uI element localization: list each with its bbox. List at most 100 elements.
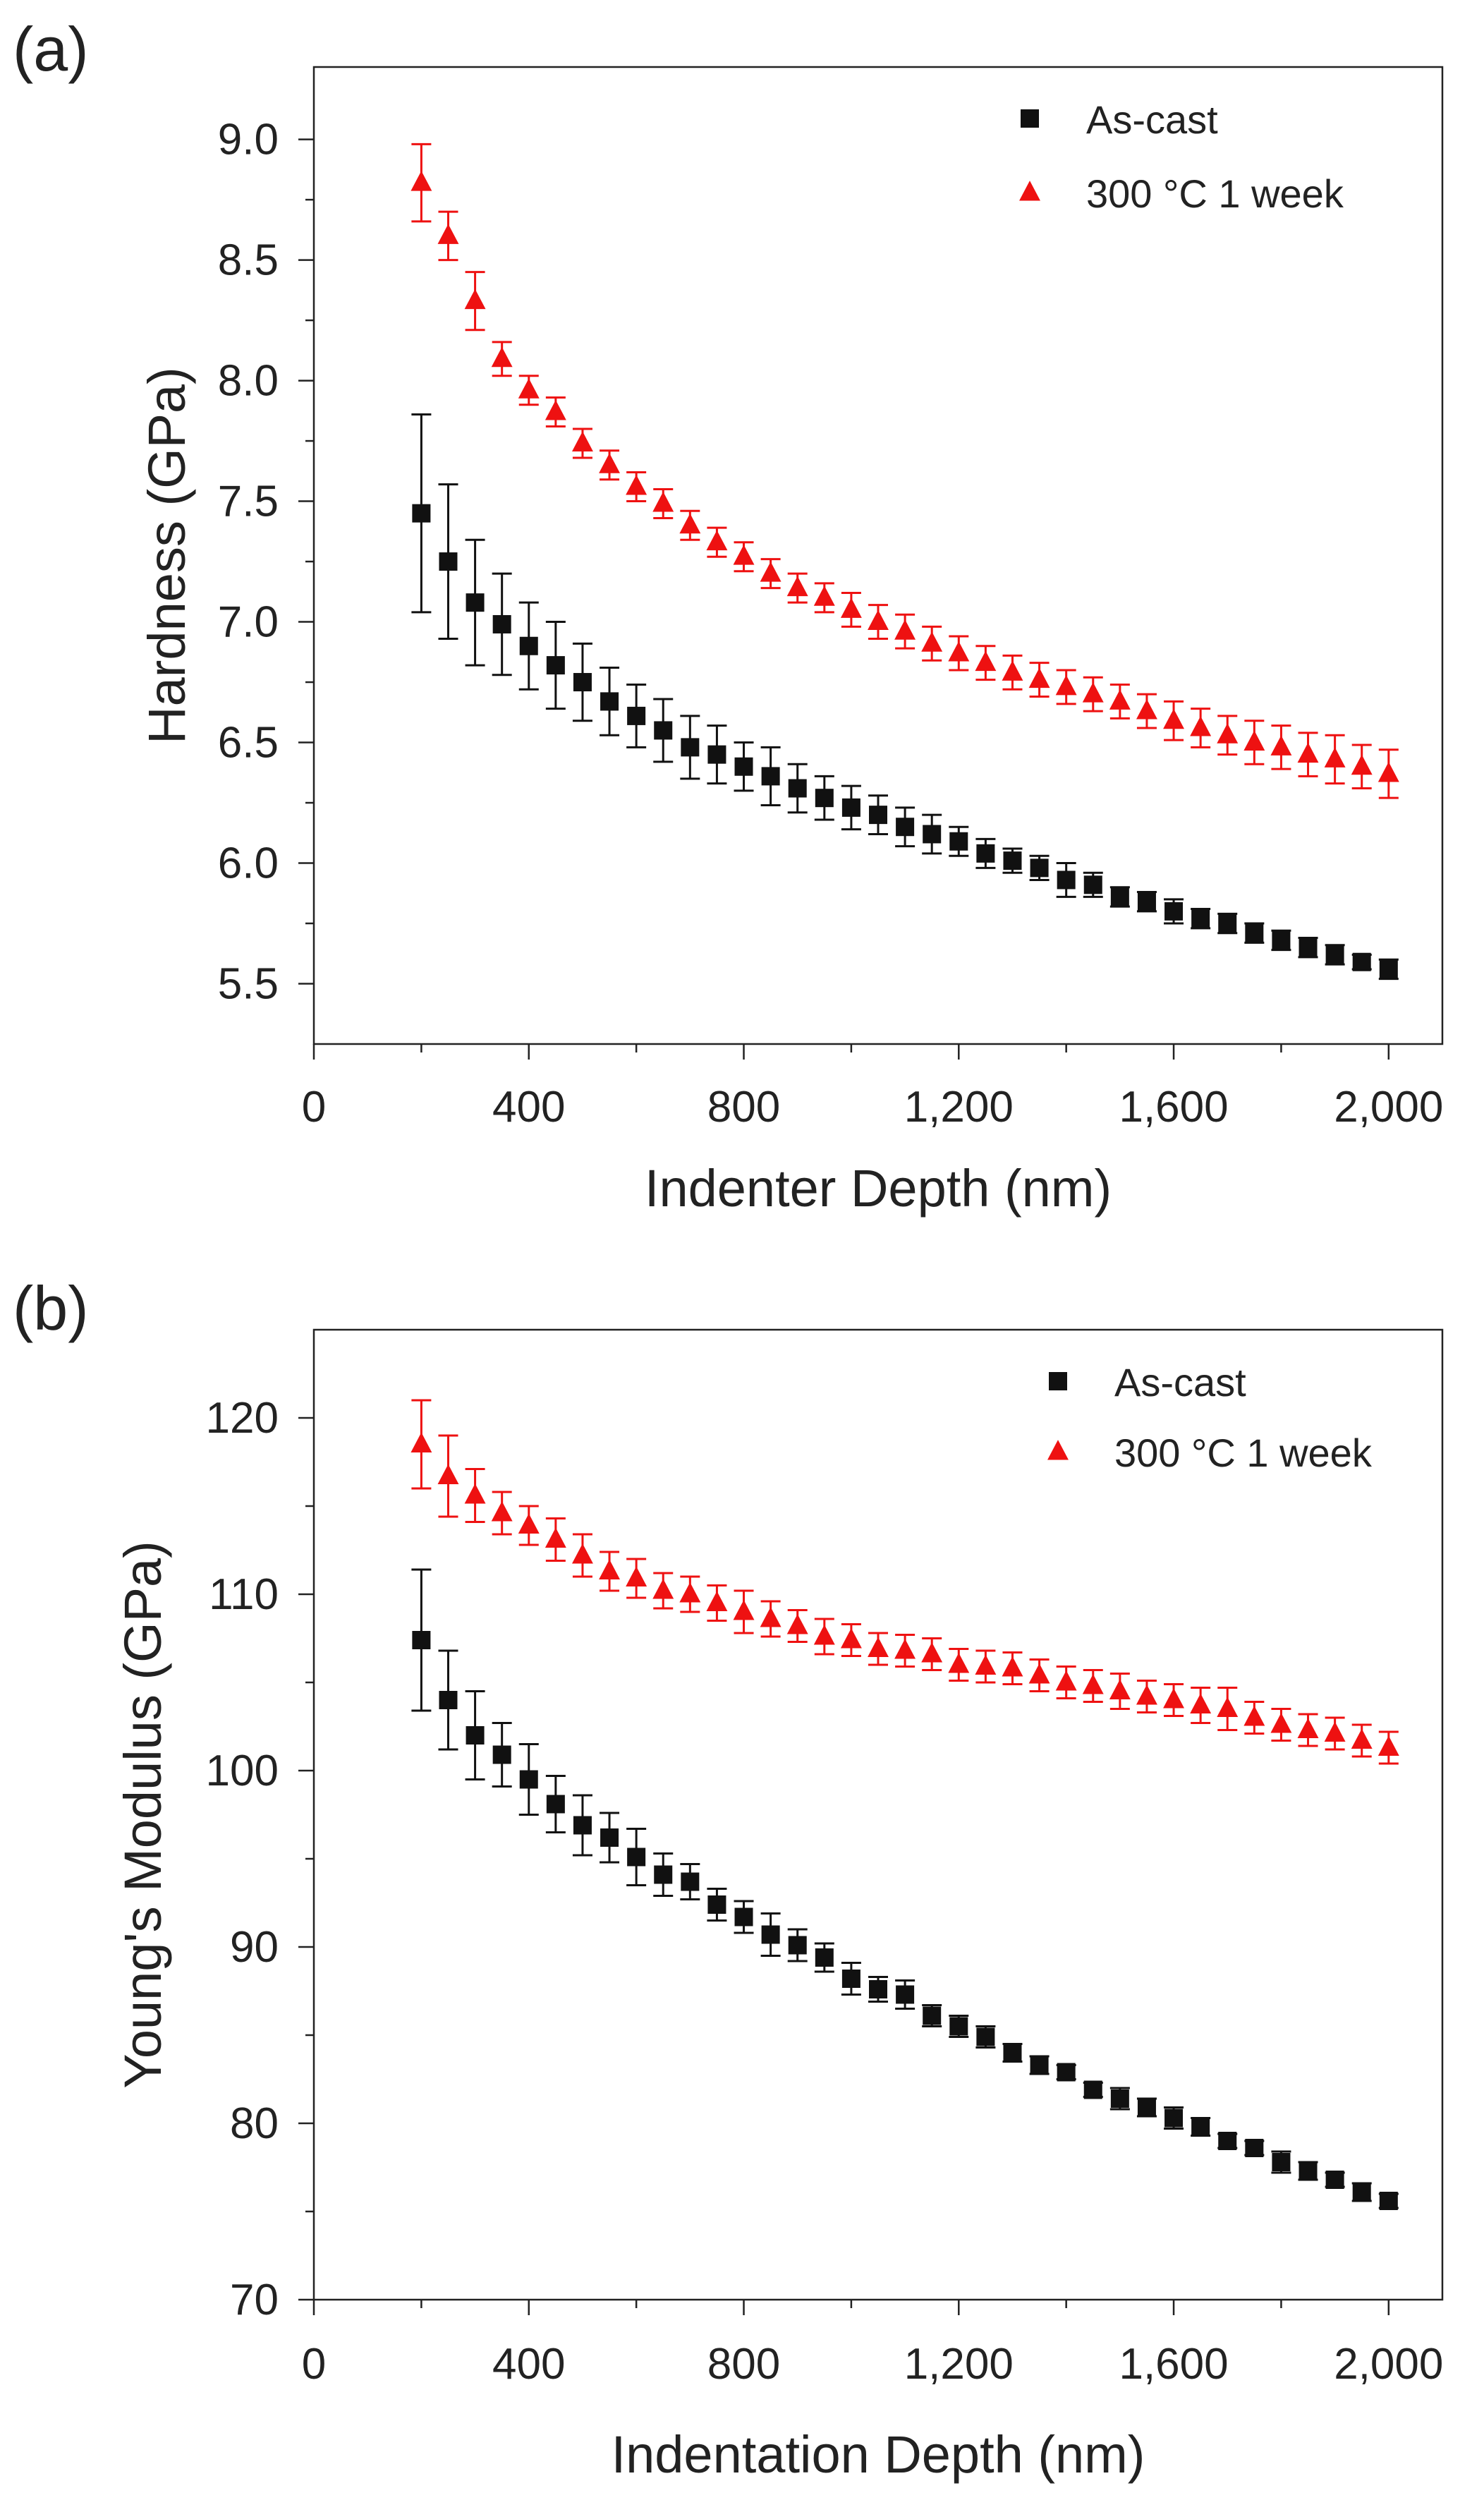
legend-marker (1021, 109, 1039, 128)
data-point (652, 492, 674, 512)
data-point (1055, 1670, 1077, 1691)
data-point (788, 779, 807, 798)
data-point (869, 1980, 887, 1998)
data-point (813, 1625, 835, 1645)
data-point (1325, 945, 1344, 964)
x-tick-label: 1,600 (1119, 1083, 1228, 1131)
data-point (518, 378, 540, 399)
data-point (466, 1726, 485, 1745)
plot-frame (312, 1328, 1444, 2301)
data-point (976, 2027, 995, 2046)
data-point (1164, 2108, 1184, 2128)
data-point (868, 609, 889, 631)
x-tick-label: 400 (492, 1083, 565, 1131)
data-point (1191, 909, 1210, 928)
x-tick-label: 0 (302, 2340, 326, 2389)
data-point (733, 545, 755, 565)
data-point (1377, 1735, 1399, 1756)
data-point (1245, 923, 1264, 942)
data-point (1030, 2056, 1049, 2075)
y-tick-label: 7.0 (218, 598, 279, 647)
panel-a-hardness-chart: (a) 0 400 800 1,200 1,600 2,000 5.5 6.0 6.5 7.0 7.5… (13, 14, 1443, 1218)
data-point (706, 530, 728, 551)
data-point (1243, 1706, 1265, 1726)
data-point (815, 789, 834, 808)
data-point (813, 585, 835, 606)
data-point (896, 818, 915, 837)
data-point (948, 641, 970, 662)
data-point (626, 475, 647, 495)
y-tick-label: 8.5 (218, 236, 279, 285)
data-point (760, 562, 781, 582)
data-point (1351, 754, 1373, 775)
series-treated (410, 1399, 1399, 1765)
data-point (546, 1795, 565, 1814)
data-point (439, 552, 458, 571)
data-point (786, 576, 808, 597)
data-point (439, 1691, 458, 1709)
data-point (1217, 1697, 1239, 1717)
y-tick-label: 80 (230, 2099, 279, 2148)
x-axis-label: Indentation Depth (nm) (612, 2425, 1145, 2484)
data-point (1243, 730, 1265, 751)
panel-b-modulus-chart: (b) 0 400 800 1,200 1,600 2,000 70 80 90 100 110 120… (13, 1273, 1443, 2484)
data-point (681, 738, 700, 757)
data-point (1298, 2161, 1318, 2180)
y-tick-label: 7.5 (218, 478, 279, 526)
data-point (949, 832, 968, 851)
data-point (841, 798, 860, 817)
y-tick-label: 70 (230, 2276, 279, 2324)
legend-marker (1019, 181, 1040, 201)
x-tick-label: 800 (707, 1083, 780, 1131)
data-point (546, 656, 565, 675)
y-axis-label: Hardness (GPa) (138, 367, 196, 744)
data-point (1297, 742, 1319, 763)
data-point (948, 1653, 970, 1673)
data-point (464, 1483, 486, 1504)
data-point (1002, 660, 1023, 681)
x-tick-label: 2,000 (1334, 1083, 1443, 1131)
data-point (1057, 870, 1076, 890)
data-point (466, 593, 485, 612)
data-point (1352, 952, 1371, 971)
data-point (1270, 1713, 1292, 1733)
data-point (1136, 699, 1157, 720)
series-treated (410, 142, 1399, 799)
y-tick-label: 6.5 (218, 719, 279, 767)
data-point (545, 400, 566, 420)
data-point (1083, 2080, 1102, 2099)
data-point (519, 1770, 538, 1789)
data-point (1136, 1685, 1157, 1705)
data-point (626, 1566, 647, 1586)
legend-marker (1049, 1372, 1067, 1390)
legend-entry: As-cast (1086, 97, 1218, 142)
series-as-cast (411, 1568, 1399, 2210)
data-point (1137, 2098, 1156, 2117)
data-point (733, 1600, 755, 1620)
data-point (437, 1464, 459, 1484)
y-tick-label: 90 (230, 1923, 279, 1972)
data-point (1298, 938, 1318, 957)
y-tick-label: 6.0 (218, 839, 279, 888)
data-point (1110, 887, 1129, 906)
data-point (627, 706, 646, 725)
data-point (654, 1865, 673, 1884)
data-point (572, 1543, 593, 1564)
data-point (412, 504, 431, 523)
data-point (410, 171, 432, 191)
data-point (894, 1639, 916, 1659)
data-point (975, 650, 997, 672)
plot-frame (312, 66, 1444, 1045)
data-point (1379, 2192, 1398, 2210)
legend: As-cast 300 °C 1 week (1047, 1360, 1373, 1475)
data-point (412, 1631, 431, 1649)
panel-label: (a) (13, 14, 89, 84)
data-point (491, 1501, 513, 1522)
data-point (492, 1745, 511, 1764)
data-point (896, 1985, 915, 2004)
data-point (1082, 1674, 1104, 1694)
data-point (975, 1654, 997, 1675)
data-point (786, 1614, 808, 1634)
data-point (681, 1872, 700, 1891)
